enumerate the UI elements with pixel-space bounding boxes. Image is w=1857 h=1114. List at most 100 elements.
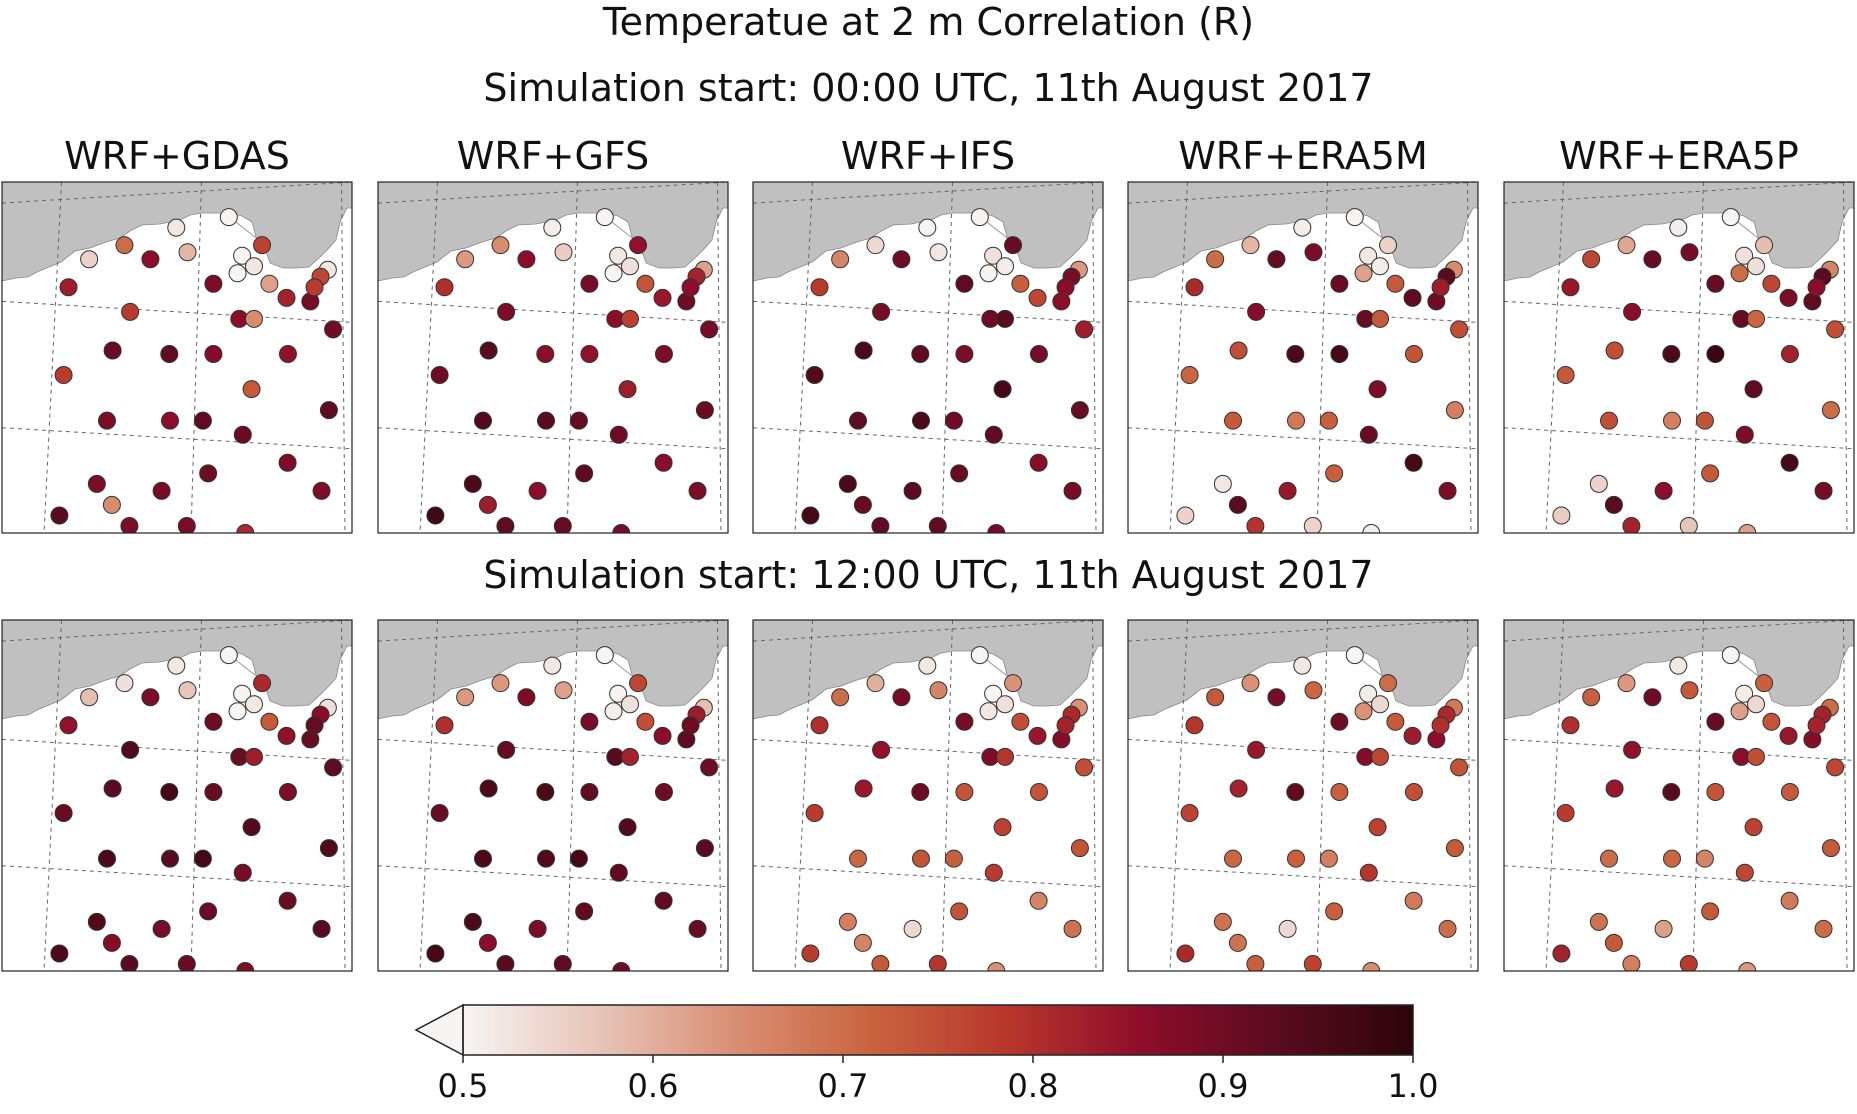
station-marker bbox=[695, 839, 714, 858]
station-marker bbox=[612, 524, 631, 533]
station-marker bbox=[1779, 726, 1798, 745]
station-marker bbox=[654, 782, 673, 801]
station-marker bbox=[1826, 758, 1845, 777]
map-panel bbox=[1, 619, 353, 972]
station-marker bbox=[1669, 218, 1688, 237]
station-marker bbox=[903, 481, 922, 500]
station-marker bbox=[1371, 695, 1389, 714]
station-marker bbox=[979, 702, 998, 721]
station-marker bbox=[478, 495, 497, 514]
station-marker bbox=[1176, 944, 1195, 963]
panel-frame bbox=[377, 619, 729, 972]
station-marker bbox=[621, 695, 639, 714]
station-marker bbox=[528, 481, 547, 500]
station-marker bbox=[955, 274, 974, 293]
colorbar: 0.5 0.6 0.7 0.8 0.9 1.0 bbox=[414, 1003, 1438, 1105]
station-marker bbox=[1070, 839, 1089, 858]
station-marker bbox=[1229, 779, 1248, 798]
station-marker bbox=[950, 464, 969, 483]
station-marker bbox=[54, 804, 73, 823]
station-marker bbox=[955, 782, 974, 801]
station-marker bbox=[1669, 656, 1688, 675]
station-marker bbox=[1695, 411, 1714, 430]
station-marker bbox=[629, 236, 648, 255]
station-marker bbox=[653, 288, 672, 307]
station-marker bbox=[1180, 804, 1199, 823]
station-marker bbox=[1011, 712, 1030, 731]
station-marker bbox=[1241, 236, 1260, 255]
station-marker bbox=[944, 411, 963, 430]
station-marker bbox=[654, 891, 673, 910]
gridline bbox=[1092, 620, 1097, 971]
station-marker bbox=[1206, 688, 1225, 707]
station-marker bbox=[1004, 236, 1023, 255]
station-marker bbox=[1604, 495, 1623, 514]
station-marker bbox=[121, 302, 140, 321]
station-marker bbox=[1662, 344, 1681, 363]
station-marker bbox=[528, 919, 547, 938]
station-marker bbox=[1600, 411, 1618, 430]
station-marker bbox=[1368, 818, 1387, 837]
station-marker bbox=[1706, 344, 1725, 363]
station-marker bbox=[1371, 309, 1389, 328]
map-panel bbox=[752, 181, 1104, 534]
map-panel bbox=[1127, 619, 1479, 972]
panel-frame bbox=[1127, 619, 1479, 972]
colorbar-frame bbox=[462, 1004, 1414, 1056]
column-title-era5p: WRF+ERA5P bbox=[1559, 134, 1799, 178]
panel-frame bbox=[1, 619, 353, 972]
station-marker bbox=[233, 684, 252, 703]
station-marker bbox=[1403, 726, 1422, 745]
gridline bbox=[378, 300, 728, 323]
station-marker bbox=[618, 380, 637, 399]
station-marker bbox=[121, 740, 140, 759]
gridline bbox=[378, 865, 728, 888]
station-marker bbox=[918, 218, 937, 237]
station-marker bbox=[831, 250, 850, 269]
station-marker bbox=[1730, 264, 1749, 283]
station-marker bbox=[537, 849, 555, 868]
station-marker bbox=[636, 712, 655, 731]
station-marker bbox=[1779, 288, 1798, 307]
station-marker bbox=[912, 411, 930, 430]
station-marker bbox=[102, 495, 121, 514]
station-marker bbox=[1246, 516, 1265, 533]
column-title-ifs: WRF+IFS bbox=[840, 134, 1016, 178]
station-marker bbox=[324, 758, 343, 777]
station-marker bbox=[160, 344, 179, 363]
colorbar-tick-label: 0.9 bbox=[1198, 1067, 1249, 1105]
station-marker bbox=[1582, 250, 1601, 269]
gridline bbox=[753, 865, 1103, 888]
gridline bbox=[1316, 182, 1328, 533]
station-marker bbox=[1695, 849, 1714, 868]
station-marker bbox=[496, 954, 515, 971]
station-marker bbox=[1780, 344, 1799, 363]
station-marker bbox=[161, 411, 179, 430]
station-marker bbox=[1362, 962, 1381, 971]
station-marker bbox=[177, 516, 196, 533]
station-marker bbox=[479, 341, 498, 360]
station-marker bbox=[609, 863, 628, 882]
station-marker bbox=[204, 274, 223, 293]
gridline bbox=[190, 182, 202, 533]
station-marker bbox=[242, 818, 261, 837]
station-marker bbox=[1362, 524, 1381, 533]
station-marker bbox=[152, 481, 171, 500]
panel-frame bbox=[1503, 181, 1855, 534]
station-marker bbox=[233, 425, 252, 444]
station-marker bbox=[554, 243, 573, 262]
gridline bbox=[419, 620, 438, 971]
station-marker bbox=[1701, 464, 1720, 483]
station-marker bbox=[141, 250, 160, 269]
station-marker bbox=[242, 380, 261, 399]
station-marker bbox=[312, 481, 331, 500]
station-marker bbox=[1762, 274, 1781, 293]
gridline bbox=[566, 620, 578, 971]
station-marker bbox=[1246, 954, 1265, 971]
gridline bbox=[43, 620, 62, 971]
station-marker bbox=[1623, 740, 1642, 759]
station-marker bbox=[580, 344, 599, 363]
station-marker bbox=[984, 863, 1003, 882]
station-marker bbox=[810, 716, 829, 735]
station-marker bbox=[102, 933, 121, 952]
